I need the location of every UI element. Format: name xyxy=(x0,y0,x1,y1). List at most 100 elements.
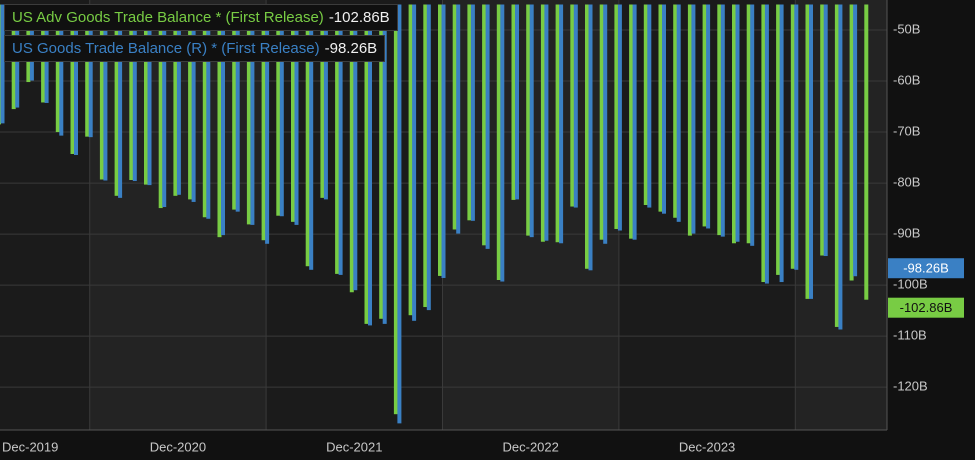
bar xyxy=(261,4,266,241)
bar xyxy=(544,4,549,241)
bar xyxy=(88,4,93,138)
bar xyxy=(74,4,78,156)
bar xyxy=(485,4,490,249)
bar xyxy=(132,4,137,182)
bar xyxy=(585,4,589,269)
bar xyxy=(144,4,148,185)
bar xyxy=(335,4,340,274)
bar xyxy=(482,4,487,246)
bar xyxy=(706,4,711,229)
bar xyxy=(129,4,134,181)
bar xyxy=(364,4,369,324)
bar xyxy=(188,4,193,200)
bar xyxy=(235,4,240,212)
bar xyxy=(529,4,534,238)
bar xyxy=(55,4,60,133)
bar xyxy=(853,4,858,277)
bar xyxy=(426,4,431,311)
bar xyxy=(662,4,666,214)
bar xyxy=(838,4,843,330)
bar xyxy=(790,4,795,269)
bar xyxy=(779,4,784,283)
value-tag xyxy=(888,297,964,318)
bar xyxy=(632,4,637,240)
bar xyxy=(368,4,372,326)
bar xyxy=(570,4,575,207)
bar xyxy=(320,4,325,198)
bar xyxy=(717,4,722,236)
bar xyxy=(279,4,284,217)
bar xyxy=(452,4,457,230)
bar xyxy=(746,4,751,244)
legend-item: US Goods Trade Balance (R) * (First Rele… xyxy=(4,35,386,62)
bar xyxy=(217,4,222,238)
bar xyxy=(676,4,681,222)
bar xyxy=(805,4,810,299)
bar xyxy=(467,4,472,221)
bar xyxy=(643,4,648,206)
bar xyxy=(761,4,766,283)
legend-item: US Adv Goods Trade Balance * (First Rele… xyxy=(4,4,398,31)
bar xyxy=(809,4,813,299)
bar xyxy=(820,4,825,256)
bar xyxy=(232,4,237,210)
bar xyxy=(750,4,755,246)
bar xyxy=(526,4,531,236)
bar xyxy=(147,4,152,186)
y-tick-label: -70B xyxy=(893,123,920,138)
y-tick-label: -100B xyxy=(893,277,928,292)
bar xyxy=(823,4,828,257)
legend-value: -102.86B xyxy=(328,9,390,26)
y-tick-label: -90B xyxy=(893,226,920,241)
bar xyxy=(702,4,707,227)
bar xyxy=(294,4,299,225)
bar xyxy=(555,4,560,243)
x-tick-label: Dec-2023 xyxy=(679,439,735,454)
bar xyxy=(191,4,196,202)
bar xyxy=(423,4,428,308)
y-tick-label: -80B xyxy=(893,175,920,190)
bar xyxy=(246,4,251,225)
bar xyxy=(647,4,652,208)
bar xyxy=(673,4,678,218)
value-tag-label: -102.86B xyxy=(900,300,953,315)
bar xyxy=(0,4,5,124)
bar xyxy=(408,4,413,316)
bar xyxy=(776,4,781,275)
bar xyxy=(735,4,740,242)
bar xyxy=(379,4,384,319)
bar xyxy=(658,4,663,212)
y-tick-label: -60B xyxy=(893,72,920,87)
bar xyxy=(511,4,516,200)
bar xyxy=(412,4,417,321)
legend-label: US Goods Trade Balance (R) * (First Rele… xyxy=(12,40,320,57)
x-tick-label: Dec-2019 xyxy=(2,439,58,454)
bar xyxy=(118,4,123,198)
bar xyxy=(291,4,295,222)
bar xyxy=(99,4,104,180)
bar xyxy=(305,4,310,267)
bar xyxy=(691,4,696,234)
bar xyxy=(687,4,692,236)
bar xyxy=(500,4,505,282)
value-tag xyxy=(888,258,964,279)
bar xyxy=(849,4,854,281)
legend-label: US Adv Goods Trade Balance * (First Rele… xyxy=(12,9,324,26)
bar xyxy=(573,4,578,208)
bar xyxy=(629,4,634,239)
bar xyxy=(349,4,354,293)
bar xyxy=(599,4,604,240)
bar xyxy=(559,4,564,244)
value-tag-label: -98.26B xyxy=(903,261,949,276)
x-tick-label: Dec-2021 xyxy=(326,439,382,454)
bar xyxy=(176,4,181,195)
bar xyxy=(206,4,211,219)
bar xyxy=(265,4,270,244)
bar xyxy=(603,4,608,244)
bar xyxy=(85,4,90,137)
bar xyxy=(720,4,725,237)
bar xyxy=(834,4,839,327)
bar xyxy=(540,4,545,242)
